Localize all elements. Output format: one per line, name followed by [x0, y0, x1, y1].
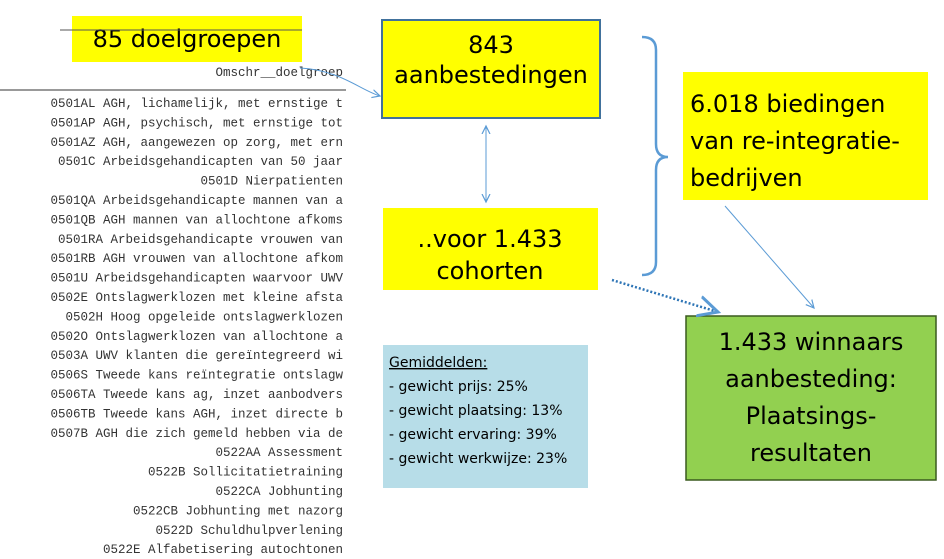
tenders-box	[381, 19, 601, 119]
table-row: 0501RA Arbeidsgehandicapte vrouwen van	[58, 233, 343, 247]
node-label: van re-integratie-	[690, 127, 900, 155]
table-row: 0502O Ontslagwerklozen van allochtone a	[50, 330, 343, 344]
source-box	[72, 16, 302, 62]
bids-box	[683, 72, 928, 200]
node-label: aanbestedingen	[394, 61, 588, 89]
table-row: 0501AP AGH, psychisch, met ernstige tot	[50, 116, 343, 130]
node-label: cohorten	[436, 257, 543, 285]
averages-line: - gewicht prijs: 25%	[389, 379, 528, 395]
table-row: 0501U Arbeidsgehandicapten waarvoor UWV	[50, 272, 343, 286]
table-row: 0501QB AGH mannen van allochtone afkoms	[50, 213, 343, 227]
table-row: 0522D Schuldhulpverlening	[155, 524, 343, 538]
source-label: 85 doelgroepen	[93, 25, 282, 53]
table-row: 0522B Sollicitatietraining	[148, 466, 343, 480]
table-row: 0506S Tweede kans reïntegratie ontslagw	[50, 369, 343, 383]
table-row: 0501RB AGH vrouwen van allochtone afkom	[50, 252, 343, 266]
table-row: 0522CA Jobhunting	[215, 485, 343, 499]
node-label: ..voor 1.433	[417, 225, 562, 253]
averages-line: - gewicht ervaring: 39%	[389, 427, 557, 443]
averages-line: - gewicht werkwijze: 23%	[389, 451, 567, 467]
node-label: Plaatsings-	[746, 402, 877, 430]
table-row: 0522E Alfabetisering autochtonen	[103, 543, 343, 557]
node-label: 843	[468, 31, 514, 59]
arrow	[724, 205, 814, 308]
table-row: 0501D Nierpatienten	[200, 175, 343, 189]
cohorts-box	[383, 208, 598, 290]
averages-box	[383, 345, 588, 488]
brace	[641, 35, 669, 277]
node-label: bedrijven	[690, 164, 803, 192]
table-row: 0522AA Assessment	[215, 446, 343, 460]
node-label: aanbesteding:	[725, 365, 897, 393]
table-row: 0501QA Arbeidsgehandicapte mannen van a	[50, 194, 343, 208]
table-row: 0501AL AGH, lichamelijk, met ernstige t	[50, 97, 343, 111]
table-row: 0502E Ontslagwerklozen met kleine afsta	[50, 291, 343, 305]
table-row: 0506TB Tweede kans AGH, inzet directe b	[50, 407, 343, 421]
arrow	[299, 67, 380, 96]
node-label: resultaten	[750, 439, 872, 467]
averages-line: - gewicht plaatsing: 13%	[389, 403, 563, 419]
table-header: Omschr__doelgroep	[215, 66, 343, 80]
dotted-arrow	[611, 278, 718, 312]
table-row: 0506TA Tweede kans ag, inzet aanbodvers	[50, 388, 343, 402]
averages-title: Gemiddelden:	[389, 355, 487, 371]
table-row: 0501C Arbeidsgehandicapten van 50 jaar	[58, 155, 343, 169]
table-row: 0507B AGH die zich gemeld hebben via de	[50, 427, 343, 441]
table-row: 0501AZ AGH, aangewezen op zorg, met ern	[50, 136, 343, 150]
node-label: 6.018 biedingen	[690, 90, 885, 118]
node-label: 1.433 winnaars	[719, 328, 904, 356]
table-row: 0502H Hoog opgeleide ontslagwerklozen	[65, 310, 343, 324]
winners-box	[685, 315, 937, 481]
table-row: 0522CB Jobhunting met nazorg	[133, 504, 343, 518]
table-row: 0503A UWV klanten die gereïntegreerd wi	[50, 349, 343, 363]
